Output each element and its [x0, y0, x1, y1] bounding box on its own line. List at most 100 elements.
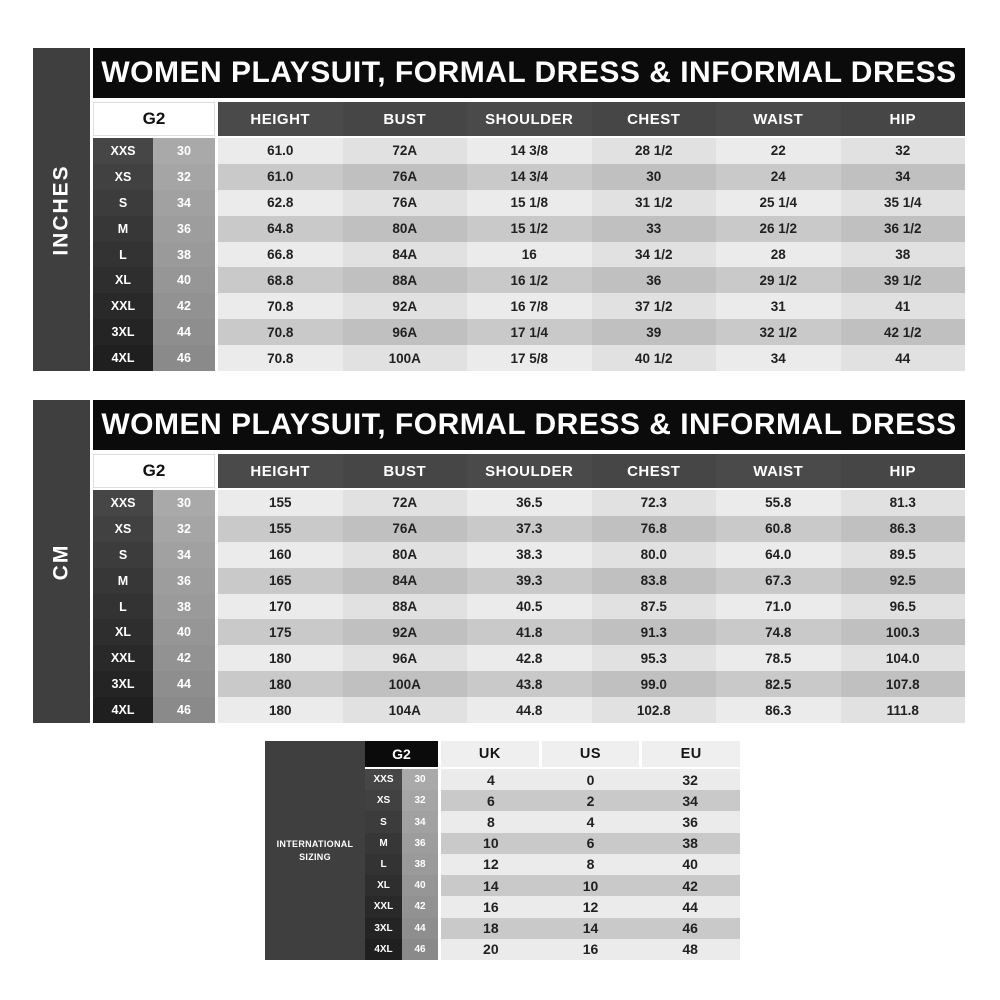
- measurement-value: 70.8: [267, 324, 294, 340]
- conversion-value: 40: [682, 856, 698, 873]
- inches-table: INCHES WOMEN PLAYSUIT, FORMAL DRESS & IN…: [33, 48, 965, 372]
- international-sizing-label: INTERNATIONAL SIZING: [265, 741, 365, 960]
- inches-unit-label: INCHES: [49, 163, 73, 256]
- measurement-value: 32 1/2: [759, 324, 798, 340]
- measurement-value: 72A: [342, 138, 467, 164]
- measurement-value: 180: [268, 702, 292, 718]
- size-label: 4XL: [365, 938, 402, 960]
- g2-header: G2: [93, 102, 215, 136]
- conversion-value: 16: [582, 941, 599, 958]
- size-label: L: [93, 593, 153, 620]
- measurement-value: 70.8: [267, 350, 294, 366]
- region-headers: UK US EU: [438, 741, 741, 767]
- measurement-value: 70.8: [267, 298, 294, 314]
- g2-number: 38: [153, 241, 215, 268]
- measurement-value: 40 1/2: [591, 345, 716, 372]
- measurement-value: 42 1/2: [840, 319, 965, 346]
- row-values: 64.8 80A 15 1/2 33 26 1/2 36 1/2: [218, 215, 965, 242]
- measurement-value: 81.3: [840, 490, 965, 516]
- column-header: CHEST: [591, 102, 716, 136]
- column-header: HIP: [840, 454, 965, 488]
- measurement-value: 43.8: [516, 676, 543, 692]
- inches-table-title: WOMEN PLAYSUIT, FORMAL DRESS & INFORMAL …: [93, 48, 965, 98]
- table-row: M 36 64.8 80A 15 1/2 33 26 1/2 36 1/2: [93, 215, 965, 242]
- conversion-value: 12: [582, 898, 599, 915]
- measurement-value: 39: [591, 319, 716, 346]
- measurement-value: 102.8: [591, 697, 716, 724]
- measurement-value: 80.0: [591, 541, 716, 568]
- column-header: US: [541, 741, 640, 767]
- size-label: S: [93, 541, 153, 568]
- row-values: 180 96A 42.8 95.3 78.5 104.0: [218, 645, 965, 672]
- table-row: XS 32 61.0 76A 14 3/4 30 24 34: [93, 163, 965, 190]
- table-row: XL 40 14 10 42: [365, 875, 740, 897]
- g2-number: 32: [153, 515, 215, 542]
- cm-table: CM WOMEN PLAYSUIT, FORMAL DRESS & INFORM…: [33, 400, 965, 724]
- measurement-value: 86.3: [765, 702, 792, 718]
- conversion-value: 4: [586, 814, 595, 831]
- size-label: XS: [93, 163, 153, 190]
- measurement-value: 86.3: [840, 515, 965, 542]
- size-label: 4XL: [93, 697, 153, 724]
- row-values: 14 10 42: [441, 875, 740, 897]
- size-label: XXS: [93, 490, 153, 516]
- size-label: XXL: [93, 645, 153, 672]
- g2-header: G2: [93, 454, 215, 488]
- measurement-value: 100A: [342, 671, 467, 698]
- measurement-value: 39 1/2: [840, 267, 965, 294]
- conversion-value: 6: [486, 792, 495, 809]
- measurement-value: 92A: [342, 293, 467, 320]
- size-label: XXS: [365, 769, 402, 791]
- conversion-value: 32: [682, 771, 698, 788]
- size-label: XL: [93, 619, 153, 646]
- column-header: UK: [441, 741, 539, 767]
- g2-number: 44: [153, 319, 215, 346]
- measurement-value: 55.8: [765, 495, 792, 511]
- measurement-value: 14 3/8: [510, 143, 549, 159]
- conversion-value: 20: [483, 941, 499, 958]
- column-gutter: [215, 319, 218, 346]
- inches-rows: XXS 30 61.0 72A 14 3/8 28 1/2 22 32 XS 32 61.0 76A 1…: [93, 138, 965, 372]
- inches-table-content: WOMEN PLAYSUIT, FORMAL DRESS & INFORMAL …: [93, 48, 965, 372]
- measurement-value: 96.5: [840, 593, 965, 620]
- measurement-value: 76.8: [591, 515, 716, 542]
- measurement-value: 39.3: [516, 573, 543, 589]
- column-gutter: [215, 567, 218, 594]
- international-table-content: G2 UK US EU XXS 30 4 0 32 XS 32 6 2 34 S 34 8 4 36 M 36 10 6…: [365, 741, 741, 960]
- measurement-value: 62.8: [267, 195, 294, 211]
- measurement-value: 72A: [342, 490, 467, 516]
- conversion-value: 14: [483, 877, 499, 894]
- size-label: 4XL: [93, 345, 153, 372]
- cm-unit-label: CM: [49, 543, 73, 580]
- g2-header: G2: [365, 741, 438, 767]
- measurement-value: 107.8: [840, 671, 965, 698]
- conversion-value: 46: [682, 920, 698, 937]
- conversion-value: 14: [582, 920, 599, 937]
- measurement-value: 42.8: [516, 650, 543, 666]
- measurement-value: 165: [268, 573, 292, 589]
- measurement-value: 41.8: [516, 624, 543, 640]
- conversion-value: 12: [483, 856, 499, 873]
- column-header: CHEST: [591, 454, 716, 488]
- size-label: 3XL: [365, 917, 402, 939]
- table-row: S 34 160 80A 38.3 80.0 64.0 89.5: [93, 541, 965, 568]
- column-gutter: [215, 697, 218, 724]
- row-values: 155 72A 36.5 72.3 55.8 81.3: [218, 490, 965, 516]
- measurement-value: 38: [840, 241, 965, 268]
- g2-number: 40: [402, 875, 438, 897]
- row-values: 160 80A 38.3 80.0 64.0 89.5: [218, 541, 965, 568]
- table-row: XL 40 175 92A 41.8 91.3 74.8 100.3: [93, 619, 965, 646]
- row-values: 70.8 96A 17 1/4 39 32 1/2 42 1/2: [218, 319, 965, 346]
- measurement-value: 74.8: [765, 624, 792, 640]
- measurement-value: 31 1/2: [591, 189, 716, 216]
- g2-number: 34: [153, 541, 215, 568]
- column-gutter: [215, 671, 218, 698]
- inches-unit-panel: INCHES: [33, 48, 90, 371]
- column-gutter: [215, 102, 218, 136]
- measurement-value: 180: [268, 676, 292, 692]
- g2-number: 46: [402, 938, 438, 960]
- measurement-value: 61.0: [267, 169, 294, 185]
- column-header: SHOULDER: [485, 462, 574, 480]
- table-row: 4XL 46 20 16 48: [365, 938, 740, 960]
- measurement-value: 37 1/2: [591, 293, 716, 320]
